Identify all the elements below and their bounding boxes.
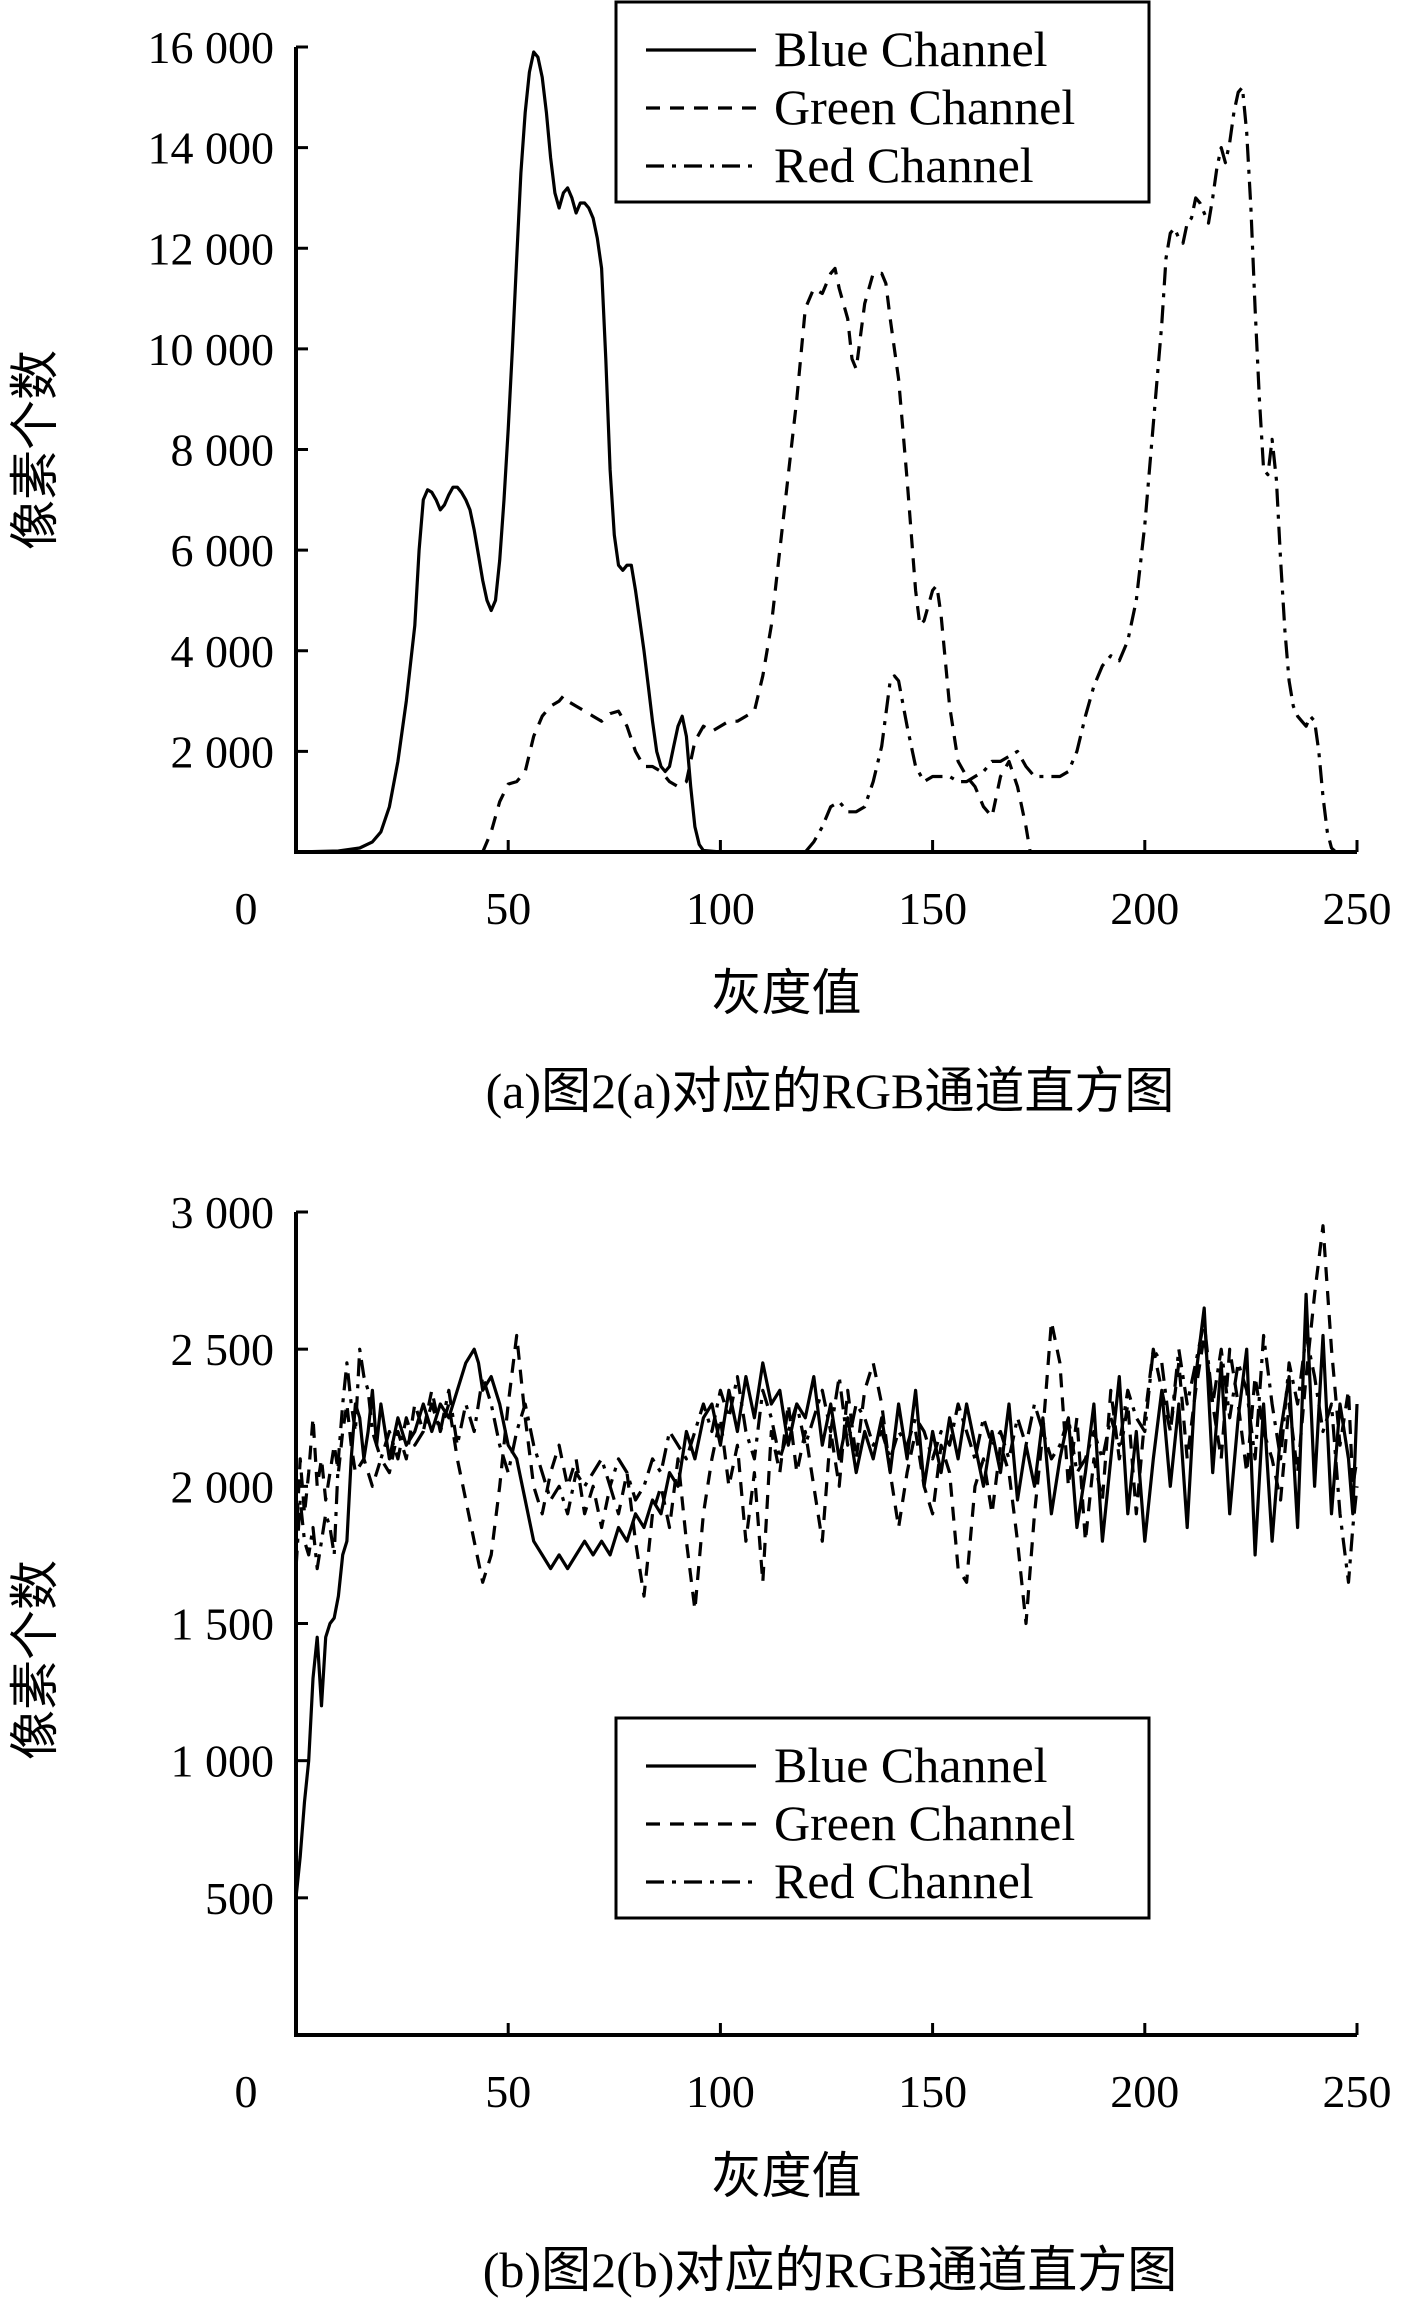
legend-label: Red Channel bbox=[774, 1853, 1034, 1909]
x-tick-label: 0 bbox=[235, 883, 258, 934]
y-tick-label: 14 000 bbox=[148, 123, 275, 174]
y-axis-title: 像素个数 bbox=[7, 1560, 63, 1760]
x-tick-label: 200 bbox=[1110, 2066, 1179, 2117]
x-axis-title: 灰度值 bbox=[712, 965, 862, 1021]
x-axis-title: 灰度值 bbox=[712, 2148, 862, 2204]
series-line-green-channel bbox=[481, 266, 1032, 853]
legend-label: Green Channel bbox=[774, 79, 1075, 135]
y-tick-label: 2 000 bbox=[171, 726, 275, 777]
panel-a-chart: 2 000 4 000 6 000 8 000 10 000 12 000 14 000 16… bbox=[7, 0, 1392, 1119]
y-tick-label: 1 000 bbox=[171, 1736, 275, 1787]
y-tick-label: 10 000 bbox=[148, 324, 275, 375]
x-tick-label: 100 bbox=[686, 2066, 755, 2117]
series-line-red-channel bbox=[294, 1320, 1359, 1584]
x-tick-label: 0 bbox=[235, 2066, 258, 2117]
legend-label: Blue Channel bbox=[774, 21, 1048, 77]
series-line-blue-channel bbox=[294, 1292, 1359, 1898]
series-line-red-channel bbox=[804, 85, 1337, 854]
x-tick-label: 50 bbox=[485, 883, 531, 934]
x-tick-label: 200 bbox=[1110, 883, 1179, 934]
series-line-blue-channel bbox=[295, 50, 721, 854]
x-tick-label: 150 bbox=[898, 883, 967, 934]
y-tick-label: 1 500 bbox=[171, 1599, 275, 1650]
y-tick-label: 16 000 bbox=[148, 22, 275, 73]
y-tick-label: 8 000 bbox=[171, 425, 275, 476]
x-tick-label: 50 bbox=[485, 2066, 531, 2117]
y-tick-label: 6 000 bbox=[171, 525, 275, 576]
x-tick-label: 250 bbox=[1323, 883, 1392, 934]
x-tick-label: 150 bbox=[898, 2066, 967, 2117]
figure-caption: (b)图2(b)对应的RGB通道直方图 bbox=[483, 2242, 1177, 2298]
y-axis-title: 像素个数 bbox=[7, 350, 63, 550]
y-tick-label: 2 500 bbox=[171, 1324, 275, 1375]
legend-box bbox=[614, 0, 1151, 204]
y-tick-label: 4 000 bbox=[171, 626, 275, 677]
legend-label: Blue Channel bbox=[774, 1737, 1048, 1793]
y-tick-label: 2 000 bbox=[171, 1461, 275, 1512]
panel-b-chart: 500 1 000 1 500 2 000 2 500 3 000 0 50 100 150 200… bbox=[7, 1187, 1392, 2298]
legend-label: Red Channel bbox=[774, 137, 1034, 193]
legend-box bbox=[614, 1716, 1151, 1920]
x-tick-label: 250 bbox=[1323, 2066, 1392, 2117]
legend-label: Green Channel bbox=[774, 1795, 1075, 1851]
figure-caption: (a)图2(a)对应的RGB通道直方图 bbox=[486, 1063, 1175, 1119]
y-tick-label: 500 bbox=[205, 1873, 274, 1924]
x-tick-label: 100 bbox=[686, 883, 755, 934]
y-tick-label: 12 000 bbox=[148, 223, 275, 274]
y-tick-label: 3 000 bbox=[171, 1187, 275, 1238]
